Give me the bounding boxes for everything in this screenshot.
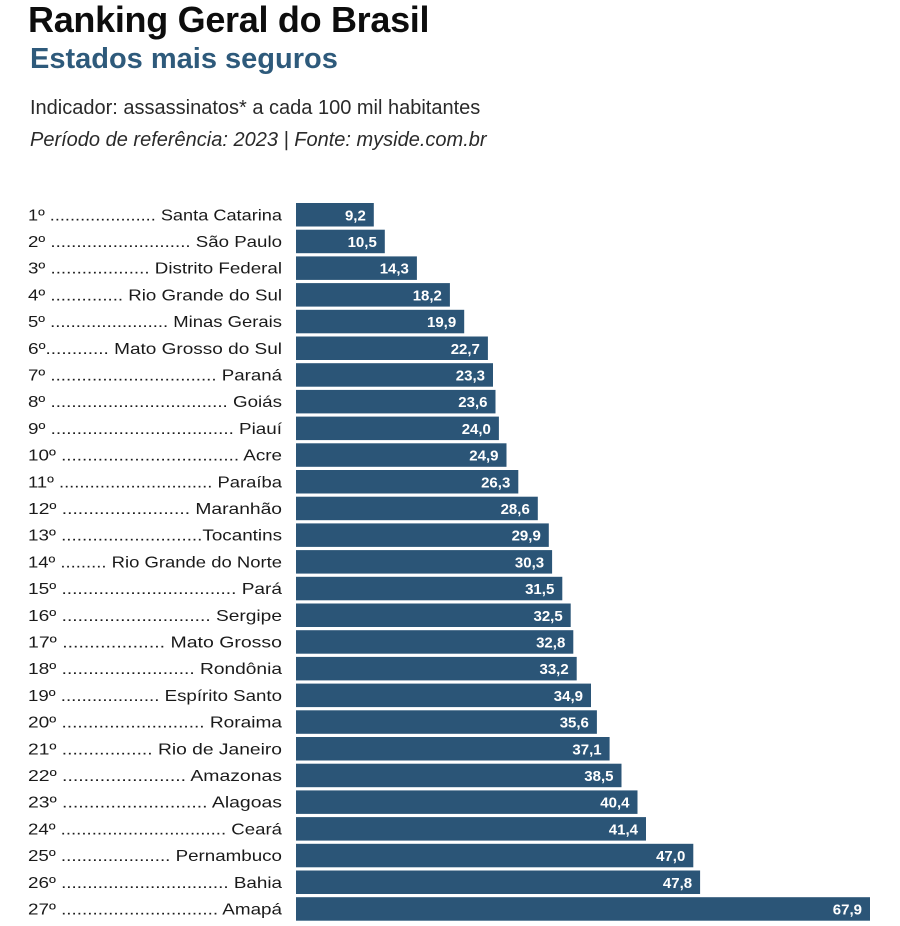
bar-value-label: 23,3 xyxy=(456,367,485,384)
bar-value-label: 47,0 xyxy=(656,848,685,865)
row-label: 1º ..................... Santa Catarina xyxy=(28,207,282,224)
row-label: 19º ................... Espírito Santo xyxy=(28,688,282,705)
row-label: 13º ...........................Tocantins xyxy=(28,528,282,545)
bar-value-label: 31,5 xyxy=(525,581,554,598)
bar-value-label: 23,6 xyxy=(458,394,487,411)
bar-23 xyxy=(296,790,638,814)
bar-value-label: 67,9 xyxy=(833,901,862,918)
bar-2 xyxy=(296,229,385,254)
bar-7 xyxy=(296,363,493,387)
bar-17 xyxy=(296,630,574,654)
bar-value-label: 47,8 xyxy=(663,875,692,892)
bar-9 xyxy=(296,416,499,441)
bar-12 xyxy=(296,496,538,521)
bar-value-label: 40,4 xyxy=(600,795,630,812)
row-labels: 1º ..................... Santa Catarina 2… xyxy=(28,207,283,918)
row-label: 4º .............. Rio Grande do Sul xyxy=(28,287,282,304)
bar-26 xyxy=(296,870,701,894)
bar-value-label: 37,1 xyxy=(572,741,601,758)
bars xyxy=(296,203,870,921)
bar-value-label: 22,7 xyxy=(451,341,480,358)
row-label: 2º ........................... São Paulo xyxy=(28,234,282,251)
bar-value-label: 32,5 xyxy=(533,608,562,625)
row-label: 24º ................................ Cea… xyxy=(28,821,282,838)
row-label: 17º ................... Mato Grosso xyxy=(28,635,282,652)
bar-11 xyxy=(296,470,519,494)
bar-value-label: 28,6 xyxy=(501,501,530,518)
row-label: 15º ................................. Pa… xyxy=(28,581,282,598)
bar-value-label: 19,9 xyxy=(427,314,456,331)
row-label: 9º ................................... P… xyxy=(28,421,283,438)
bar-22 xyxy=(296,763,622,788)
bar-value-label: 26,3 xyxy=(481,474,510,491)
bar-4 xyxy=(296,283,450,307)
row-label: 18º ......................... Rondônia xyxy=(28,661,282,678)
bar-18 xyxy=(296,656,577,681)
row-label: 7º ................................ Para… xyxy=(28,367,282,384)
indicator-text: Indicador: assassinatos* a cada 100 mil … xyxy=(30,97,481,119)
bar-value-label: 10,5 xyxy=(348,234,377,251)
bar-value-label: 29,9 xyxy=(512,528,541,545)
bar-value-label: 34,9 xyxy=(554,688,583,705)
bar-16 xyxy=(296,603,571,627)
bar-value-label: 24,0 xyxy=(462,421,491,438)
bar-21 xyxy=(296,737,610,761)
bar-value-label: 30,3 xyxy=(515,554,544,571)
row-label: 21º ................. Rio de Janeiro xyxy=(28,741,282,758)
bar-10 xyxy=(296,443,507,467)
bar-13 xyxy=(296,523,549,547)
bar-25 xyxy=(296,843,694,868)
bar-value-label: 18,2 xyxy=(413,287,442,304)
bar-value-label: 41,4 xyxy=(609,821,639,838)
row-label: 16º ............................ Sergipe xyxy=(28,608,282,625)
row-label: 27º .............................. Amapá xyxy=(28,901,282,918)
bar-value-labels: 9,2 10,514,318,2 19,9 22,7 23,3 23,6 24,0 24,9 2… xyxy=(345,207,862,918)
row-label: 14º ......... Rio Grande do Norte xyxy=(28,554,282,571)
bar-value-label: 35,6 xyxy=(560,715,589,732)
bar-3 xyxy=(296,256,417,280)
row-label: 5º ....................... Minas Gerais xyxy=(28,314,282,331)
row-label: 25º ..................... Pernambuco xyxy=(28,848,282,865)
bar-5 xyxy=(296,309,465,334)
bar-8 xyxy=(296,389,496,414)
bar-value-label: 33,2 xyxy=(539,661,568,678)
row-label: 12º ........................ Maranhão xyxy=(28,501,282,518)
row-label: 26º ................................ Bah… xyxy=(28,875,282,892)
bar-1 xyxy=(296,203,374,227)
bar-27 xyxy=(296,897,870,921)
row-label: 6º............ Mato Grosso do Sul xyxy=(28,341,282,358)
bar-20 xyxy=(296,710,597,734)
period-source-text: Período de referência: 2023 | Fonte: mys… xyxy=(30,129,487,151)
bar-value-label: 38,5 xyxy=(584,768,613,785)
page-title: Ranking Geral do Brasil xyxy=(28,0,430,40)
row-label: 8º .................................. Go… xyxy=(28,394,282,411)
row-label: 22º ....................... Amazonas xyxy=(28,768,282,785)
bar-value-label: 32,8 xyxy=(536,635,565,652)
page-subtitle: Estados mais seguros xyxy=(30,43,338,75)
bar-value-label: 9,2 xyxy=(345,207,366,224)
bar-6 xyxy=(296,336,488,360)
row-label: 10º .................................. A… xyxy=(28,448,282,465)
row-label: 20º ........................... Roraima xyxy=(28,715,282,732)
row-label: 23º ........................... Alagoas xyxy=(28,795,282,812)
row-label: 11º .............................. Paraí… xyxy=(28,474,282,491)
bar-14 xyxy=(296,550,553,574)
bar-19 xyxy=(296,683,591,708)
row-label: 3º ................... Distrito Federal xyxy=(28,261,282,278)
bar-value-label: 24,9 xyxy=(469,448,498,465)
bar-value-label: 14,3 xyxy=(380,261,409,278)
bar-24 xyxy=(296,817,646,841)
bar-15 xyxy=(296,576,563,601)
